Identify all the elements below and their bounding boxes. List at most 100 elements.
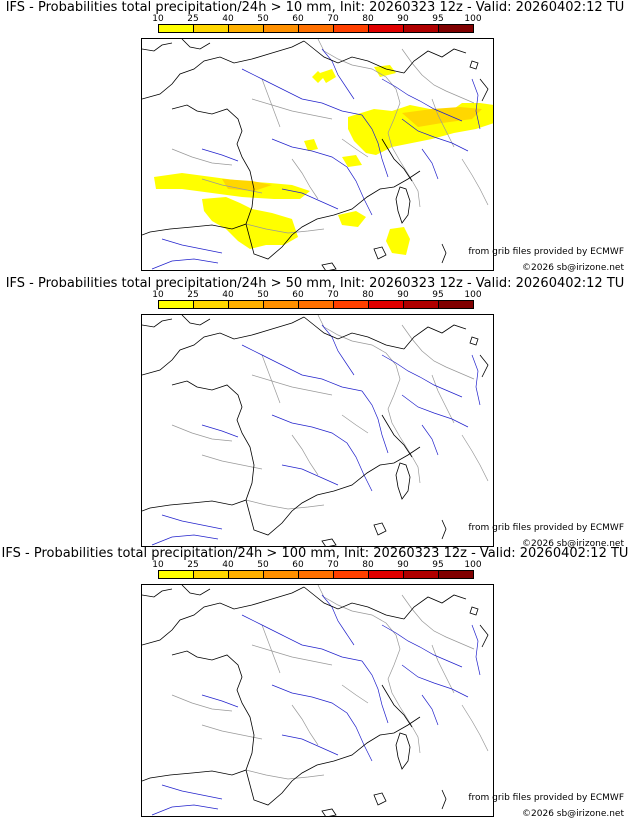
scale-color-cell xyxy=(439,25,473,32)
precip-probability-core xyxy=(222,179,272,191)
region-border xyxy=(431,98,455,148)
coastline xyxy=(142,380,255,512)
credit-grib: from grib files provided by ECMWF xyxy=(468,793,624,803)
river xyxy=(201,424,239,438)
river xyxy=(151,534,219,546)
coastline xyxy=(403,48,467,74)
region-border xyxy=(245,769,325,780)
map-canvas xyxy=(142,315,489,546)
coastline xyxy=(181,585,211,596)
island xyxy=(395,732,411,770)
scale-tick-label: 60 xyxy=(292,14,304,24)
color-scale-ticks: 10 25 40 50 60 70 80 90 95 100 xyxy=(141,560,491,570)
color-scale-ticks: 10 25 40 50 60 70 80 90 95 100 xyxy=(141,290,491,300)
scale-tick-label: 10 xyxy=(152,14,164,24)
island xyxy=(469,60,479,70)
coastline xyxy=(142,104,255,236)
region-border xyxy=(401,48,475,104)
island xyxy=(321,808,337,816)
river xyxy=(421,424,439,456)
color-scale-bar xyxy=(158,300,474,309)
scale-color-cell xyxy=(334,25,369,32)
region-border xyxy=(431,644,455,694)
river xyxy=(201,694,239,708)
river xyxy=(471,624,481,676)
scale-tick-label: 95 xyxy=(432,290,444,300)
river xyxy=(361,114,389,178)
panel-10mm: IFS - Probabilities total precipitation/… xyxy=(0,0,630,276)
coastline xyxy=(181,315,211,326)
map-canvas xyxy=(142,585,489,816)
region-border xyxy=(341,138,369,158)
region-border xyxy=(401,324,475,380)
coastline xyxy=(142,650,255,782)
island xyxy=(321,538,337,546)
scale-color-cell xyxy=(229,301,264,308)
precip-probability-area xyxy=(386,227,410,255)
river xyxy=(271,684,373,762)
scale-color-cell xyxy=(369,301,404,308)
scale-color-cell xyxy=(229,571,264,578)
coastline xyxy=(441,519,447,540)
river xyxy=(381,354,463,398)
scale-tick-label: 95 xyxy=(432,560,444,570)
region-border xyxy=(261,624,281,674)
coastline xyxy=(441,243,447,264)
credit-grib: from grib files provided by ECMWF xyxy=(468,247,624,257)
river xyxy=(151,258,219,270)
scale-color-cell xyxy=(439,301,473,308)
scale-tick-label: 100 xyxy=(464,560,482,570)
region-border xyxy=(245,499,325,510)
river xyxy=(401,118,469,152)
region-border xyxy=(251,644,333,666)
scale-color-cell xyxy=(299,301,334,308)
scale-tick-label: 40 xyxy=(222,560,234,570)
region-border xyxy=(251,98,333,120)
island xyxy=(395,462,411,500)
river xyxy=(281,734,339,756)
region-border xyxy=(201,454,263,470)
scale-color-cell xyxy=(404,25,439,32)
map xyxy=(141,38,494,271)
scale-color-cell xyxy=(404,301,439,308)
region-border xyxy=(291,158,319,200)
scale-tick-label: 50 xyxy=(257,14,269,24)
scale-color-cell xyxy=(159,25,194,32)
region-border xyxy=(171,424,233,442)
coastline xyxy=(381,684,413,728)
region-border xyxy=(201,724,263,740)
scale-color-cell xyxy=(194,571,229,578)
credit-copyright: ©2026 sb@irizone.net xyxy=(522,539,624,549)
precip-probability-area xyxy=(304,139,318,151)
color-scale-bar xyxy=(158,570,474,579)
scale-color-cell xyxy=(404,571,439,578)
coastline xyxy=(142,316,305,376)
scale-tick-label: 70 xyxy=(327,560,339,570)
scale-color-cell xyxy=(369,571,404,578)
scale-tick-label: 100 xyxy=(464,290,482,300)
coastline xyxy=(381,414,413,458)
region-border xyxy=(341,684,369,704)
river xyxy=(201,148,239,162)
scale-color-cell xyxy=(299,571,334,578)
region-border xyxy=(461,434,489,482)
island xyxy=(395,186,411,224)
river xyxy=(361,390,389,454)
river xyxy=(281,464,339,486)
precip-probability-area xyxy=(202,197,298,249)
scale-tick-label: 80 xyxy=(362,290,374,300)
map xyxy=(141,584,494,817)
credit-copyright: ©2026 sb@irizone.net xyxy=(522,809,624,819)
river xyxy=(271,414,373,492)
scale-tick-label: 60 xyxy=(292,560,304,570)
scale-tick-label: 25 xyxy=(187,290,199,300)
scale-color-cell xyxy=(194,301,229,308)
scale-tick-label: 100 xyxy=(464,14,482,24)
scale-tick-label: 10 xyxy=(152,560,164,570)
panel-title: IFS - Probabilities total precipitation/… xyxy=(5,0,625,15)
coastline xyxy=(142,586,305,646)
river xyxy=(361,660,389,724)
scale-color-cell xyxy=(264,571,299,578)
river xyxy=(151,804,219,816)
region-border xyxy=(171,694,233,712)
